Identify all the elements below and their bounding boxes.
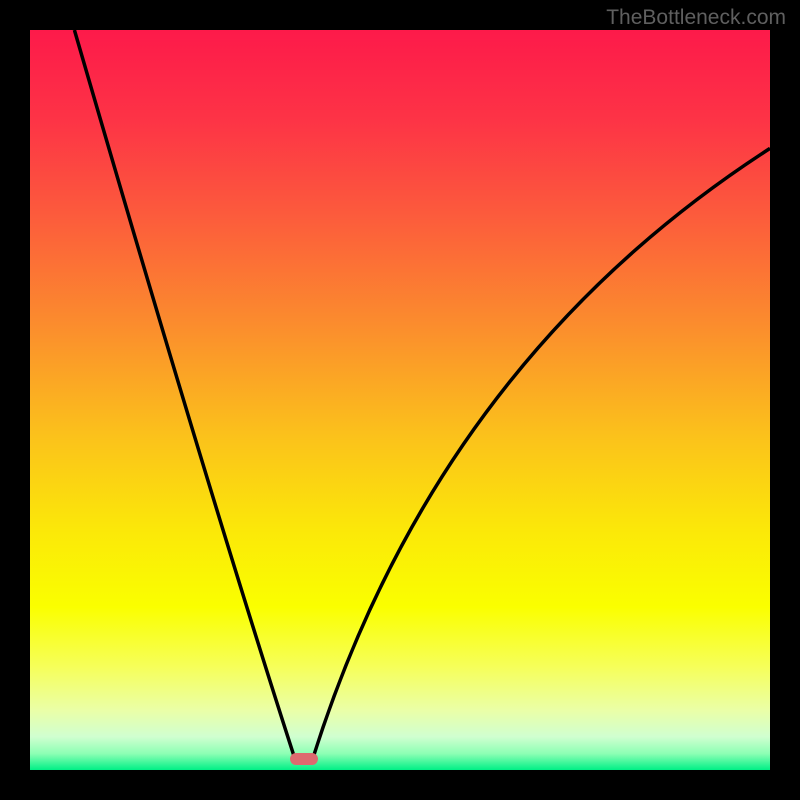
curve-svg [30, 30, 770, 770]
plot-area [30, 30, 770, 770]
v-curve-right [313, 148, 770, 759]
minimum-marker [290, 753, 318, 765]
watermark-text: TheBottleneck.com [606, 6, 786, 30]
v-curve-left [74, 30, 295, 759]
